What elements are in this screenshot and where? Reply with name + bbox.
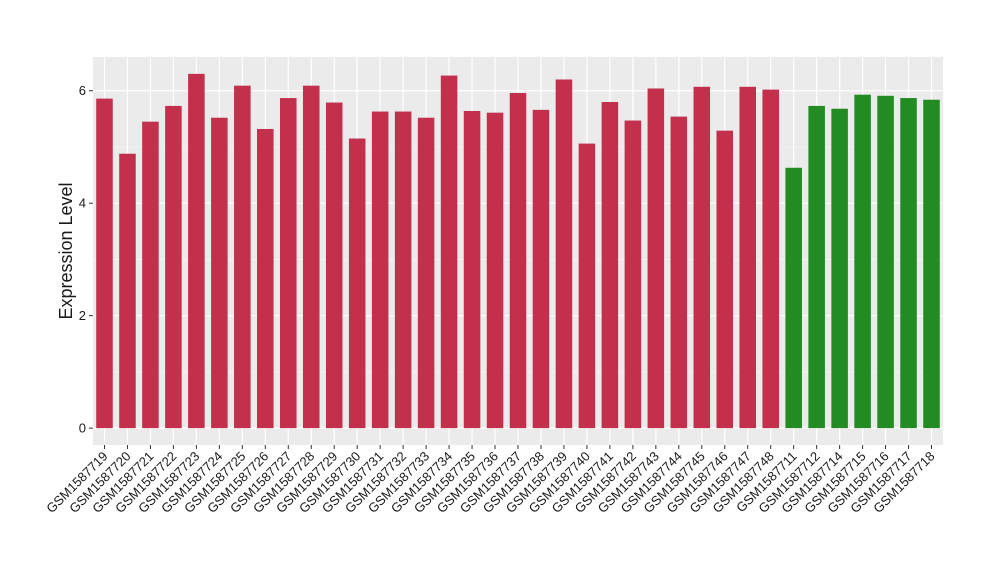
bar	[165, 105, 182, 429]
bar	[325, 102, 343, 429]
bar	[555, 79, 573, 429]
bar	[670, 116, 688, 429]
bar	[96, 98, 113, 429]
bar	[808, 105, 825, 429]
bar	[854, 94, 871, 429]
y-tick-label: 2	[79, 308, 86, 323]
bar	[509, 92, 527, 429]
y-tick-label: 4	[79, 196, 86, 211]
bar	[463, 110, 481, 429]
bar	[234, 85, 251, 429]
y-axis-title: Expression Level	[56, 182, 76, 319]
bar	[739, 86, 756, 429]
bar	[624, 120, 642, 429]
bar	[142, 121, 159, 429]
y-tick-label: 6	[79, 83, 86, 98]
bar	[119, 153, 136, 429]
bar	[647, 88, 665, 429]
bar	[348, 138, 366, 429]
bar	[486, 112, 504, 429]
bar	[762, 89, 779, 429]
bar	[716, 130, 734, 429]
bar	[785, 167, 802, 429]
bar	[877, 95, 894, 429]
bar	[900, 98, 917, 429]
bar	[394, 111, 412, 429]
bar	[923, 99, 940, 429]
bar	[302, 85, 320, 429]
bar	[371, 111, 389, 429]
bar	[188, 73, 205, 429]
bar	[578, 143, 596, 429]
bar	[831, 108, 848, 429]
bar	[601, 101, 619, 429]
bar	[417, 117, 435, 429]
bar	[211, 117, 228, 429]
y-tick-label: 0	[79, 421, 86, 436]
bar	[532, 109, 550, 429]
bar	[440, 75, 458, 429]
bar	[693, 86, 711, 429]
bar	[280, 98, 297, 429]
bar	[257, 128, 274, 429]
